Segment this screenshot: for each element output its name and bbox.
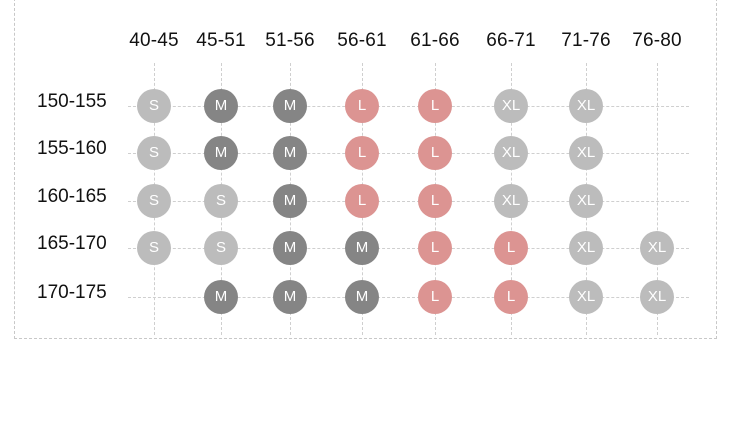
column-header-weight: 45-51 bbox=[196, 30, 246, 51]
size-chart-frame bbox=[14, 0, 717, 339]
size-badge-l: L bbox=[418, 136, 452, 170]
size-badge-l: L bbox=[418, 89, 452, 123]
row-header-height: 150-155 bbox=[37, 91, 107, 112]
column-header-weight: 40-45 bbox=[129, 30, 179, 51]
size-badge-l: L bbox=[418, 231, 452, 265]
size-badge-xl: XL bbox=[569, 89, 603, 123]
size-badge-s: S bbox=[137, 89, 171, 123]
size-badge-l: L bbox=[494, 280, 528, 314]
row-header-height: 165-170 bbox=[37, 233, 107, 254]
size-badge-m: M bbox=[204, 280, 238, 314]
size-badge-m: M bbox=[273, 231, 307, 265]
size-badge-xl: XL bbox=[494, 184, 528, 218]
size-badge-l: L bbox=[345, 136, 379, 170]
grid-line-horizontal bbox=[128, 106, 689, 107]
column-header-weight: 76-80 bbox=[632, 30, 682, 51]
size-badge-s: S bbox=[137, 184, 171, 218]
size-badge-m: M bbox=[273, 280, 307, 314]
size-badge-xl: XL bbox=[494, 136, 528, 170]
size-badge-m: M bbox=[273, 136, 307, 170]
row-header-height: 160-165 bbox=[37, 186, 107, 207]
size-badge-l: L bbox=[494, 231, 528, 265]
size-badge-m: M bbox=[204, 136, 238, 170]
size-badge-m: M bbox=[204, 89, 238, 123]
size-badge-m: M bbox=[345, 231, 379, 265]
size-badge-l: L bbox=[345, 184, 379, 218]
size-badge-m: M bbox=[345, 280, 379, 314]
grid-line-vertical bbox=[657, 63, 658, 335]
size-badge-xl: XL bbox=[569, 280, 603, 314]
column-header-weight: 56-61 bbox=[337, 30, 387, 51]
column-header-weight: 61-66 bbox=[410, 30, 460, 51]
size-badge-m: M bbox=[273, 89, 307, 123]
size-badge-xl: XL bbox=[569, 136, 603, 170]
size-badge-s: S bbox=[137, 231, 171, 265]
size-badge-s: S bbox=[204, 231, 238, 265]
size-badge-xl: XL bbox=[494, 89, 528, 123]
row-header-height: 170-175 bbox=[37, 282, 107, 303]
size-badge-m: M bbox=[273, 184, 307, 218]
size-badge-s: S bbox=[204, 184, 238, 218]
size-badge-l: L bbox=[345, 89, 379, 123]
size-badge-xl: XL bbox=[569, 184, 603, 218]
size-badge-xl: XL bbox=[640, 280, 674, 314]
grid-line-horizontal bbox=[128, 297, 689, 298]
size-badge-l: L bbox=[418, 184, 452, 218]
grid-line-horizontal bbox=[128, 153, 689, 154]
column-header-weight: 51-56 bbox=[265, 30, 315, 51]
grid-line-horizontal bbox=[128, 201, 689, 202]
column-header-weight: 66-71 bbox=[486, 30, 536, 51]
size-badge-l: L bbox=[418, 280, 452, 314]
size-badge-xl: XL bbox=[640, 231, 674, 265]
size-badge-s: S bbox=[137, 136, 171, 170]
size-badge-xl: XL bbox=[569, 231, 603, 265]
grid-line-horizontal bbox=[128, 248, 689, 249]
row-header-height: 155-160 bbox=[37, 138, 107, 159]
column-header-weight: 71-76 bbox=[561, 30, 611, 51]
